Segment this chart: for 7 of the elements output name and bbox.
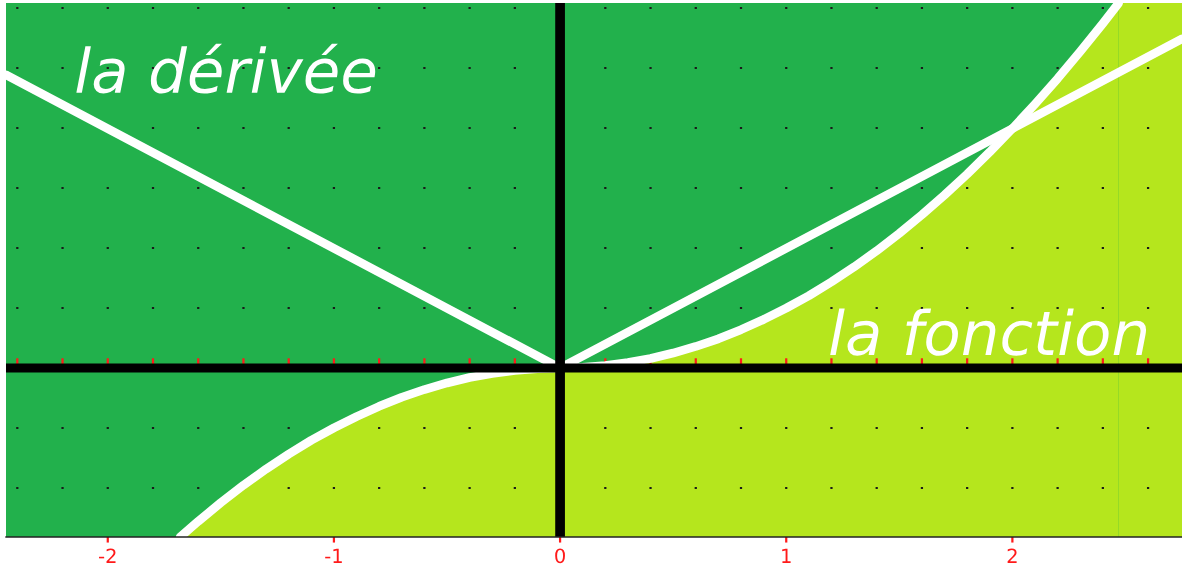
x-tick-label: -1 <box>325 548 342 563</box>
x-tick-label: 0 <box>555 548 565 564</box>
x-tick-label: 1 <box>782 548 791 563</box>
series-label: la fonction <box>830 308 1147 356</box>
x-tick-label: -2 <box>99 548 116 563</box>
x-tick-label: 2 <box>1007 548 1017 563</box>
series-label: la dérivée <box>76 43 376 94</box>
